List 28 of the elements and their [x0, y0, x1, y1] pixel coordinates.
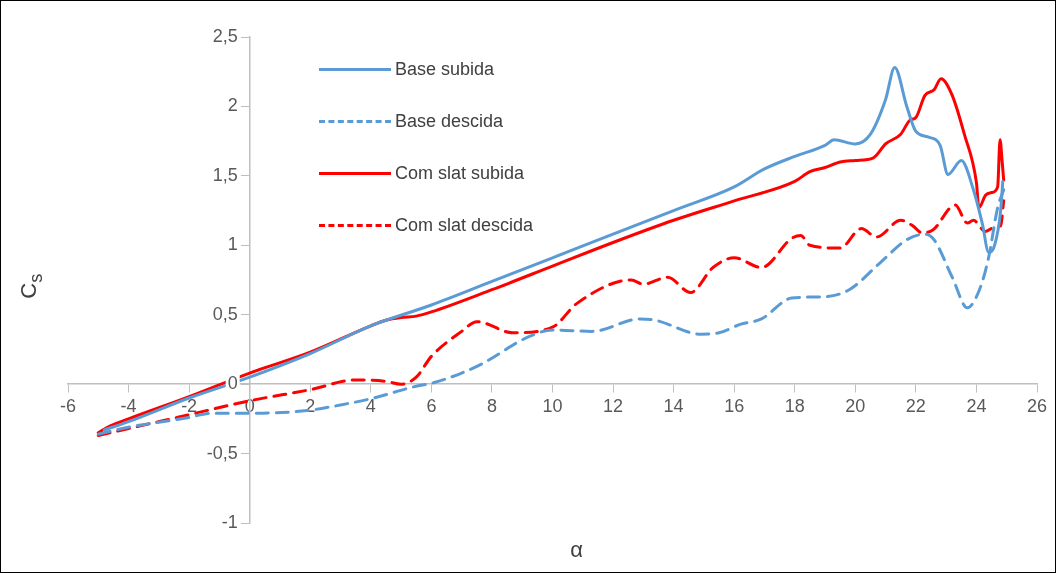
- y-tick-label: 0,5: [212, 303, 238, 324]
- x-tick-label: 22: [905, 395, 926, 416]
- y-tick-label: 1: [227, 234, 238, 255]
- y-tick-label: 0: [227, 373, 238, 394]
- legend-label: Base subida: [395, 58, 495, 80]
- legend-label: Com slat subida: [395, 162, 525, 184]
- x-tick-label: 8: [486, 395, 497, 416]
- x-tick-label: 24: [966, 395, 987, 416]
- x-tick-label: -4: [120, 395, 137, 416]
- x-tick-label: 26: [1026, 395, 1048, 416]
- x-tick-label: 16: [724, 395, 745, 416]
- x-tick-label: 6: [426, 395, 437, 416]
- x-tick-label: 18: [784, 395, 805, 416]
- x-tick-label: 14: [663, 395, 684, 416]
- y-tick-label: 1,5: [212, 164, 238, 185]
- x-tick-label: 20: [845, 395, 866, 416]
- legend-label: Base descida: [395, 110, 504, 132]
- x-tick-label: -2: [181, 395, 198, 416]
- x-tick-label: 10: [542, 395, 563, 416]
- x-tick-label: 12: [603, 395, 624, 416]
- legend-label: Com slat descida: [395, 214, 534, 236]
- y-tick-label: -0,5: [206, 442, 238, 463]
- x-tick-label: -6: [59, 395, 77, 416]
- y-tick-label: 2: [227, 95, 238, 116]
- x-tick-label: 4: [365, 395, 376, 416]
- y-tick-label: -1: [221, 511, 238, 532]
- y-tick-label: 2,5: [212, 25, 238, 46]
- x-axis-title: α: [569, 537, 584, 563]
